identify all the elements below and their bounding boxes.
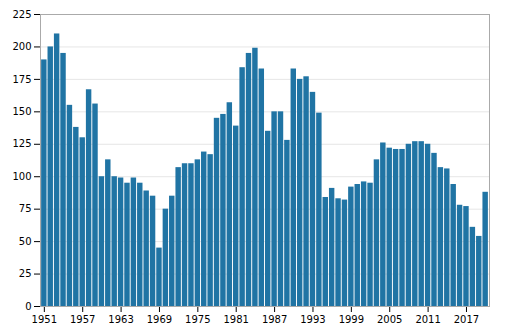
- svg-text:1987: 1987: [262, 314, 287, 325]
- svg-text:1969: 1969: [147, 314, 172, 325]
- svg-text:200: 200: [12, 41, 31, 52]
- svg-text:1993: 1993: [300, 314, 325, 325]
- svg-text:125: 125: [12, 138, 31, 149]
- svg-text:25: 25: [19, 268, 32, 279]
- svg-text:225: 225: [12, 9, 31, 20]
- svg-text:1999: 1999: [339, 314, 364, 325]
- svg-text:2017: 2017: [454, 314, 479, 325]
- svg-text:100: 100: [12, 171, 31, 182]
- svg-text:150: 150: [12, 106, 31, 117]
- svg-text:1957: 1957: [70, 314, 95, 325]
- svg-text:175: 175: [12, 74, 31, 85]
- svg-text:2005: 2005: [377, 314, 402, 325]
- svg-text:1975: 1975: [185, 314, 210, 325]
- svg-text:1951: 1951: [32, 314, 57, 325]
- svg-text:1981: 1981: [223, 314, 248, 325]
- svg-text:50: 50: [19, 236, 32, 247]
- svg-text:2011: 2011: [415, 314, 440, 325]
- svg-text:75: 75: [19, 203, 32, 214]
- svg-text:1963: 1963: [108, 314, 133, 325]
- svg-text:0: 0: [25, 301, 31, 312]
